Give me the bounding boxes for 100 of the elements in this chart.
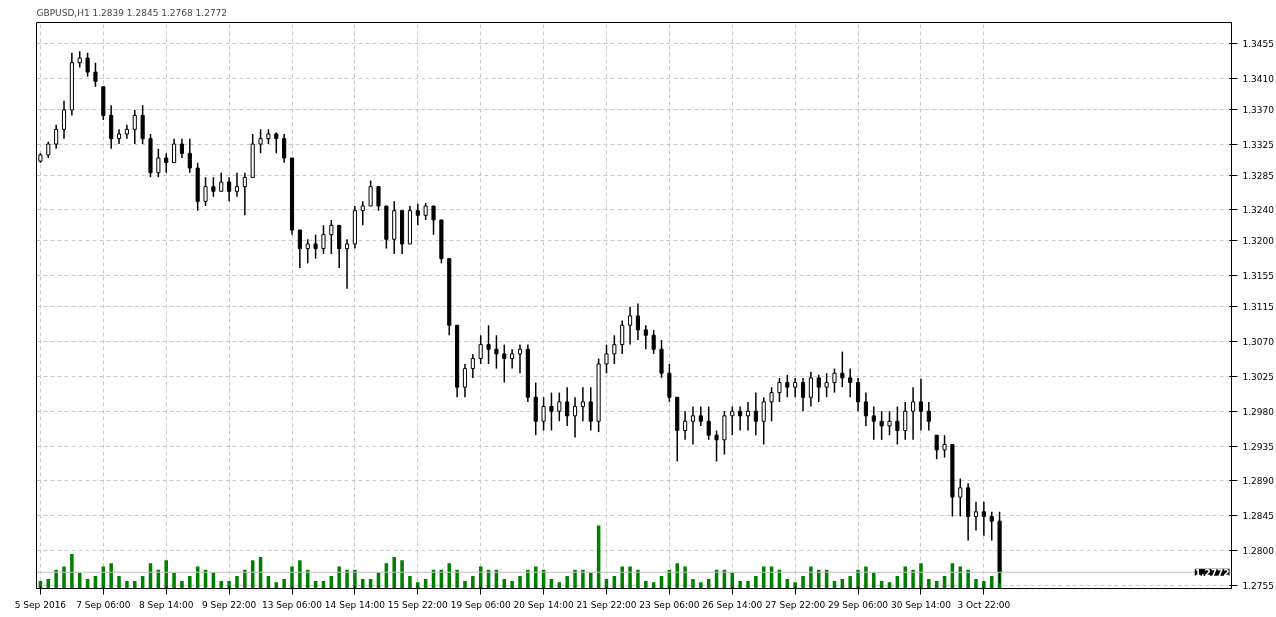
bar [911,569,915,589]
y-tick-label: 1.2980 [1242,406,1275,417]
candlestick [164,152,169,174]
bar [816,569,821,589]
bar [243,569,247,589]
bar [588,572,593,589]
y-tick-label: 1.3155 [1242,271,1274,282]
bar [510,580,514,589]
candlestick [761,396,766,446]
bar [353,569,357,589]
bar [77,572,82,589]
bar [628,566,632,589]
y-tick-label: 1.3410 [1242,73,1275,84]
candlestick [855,377,861,412]
candlestick [470,353,475,379]
candlestick [297,229,302,269]
bar [683,566,687,589]
x-tick-label: 19 Sep 06:00 [450,599,511,610]
bar [691,579,695,589]
bar [581,569,585,589]
bar [620,566,624,589]
candlestick [360,200,365,227]
candlestick [61,99,67,140]
candlestick [667,363,672,403]
candlestick [282,133,287,164]
candlestick [612,334,617,365]
candlestick [203,176,208,207]
x-tick-label: 23 Sep 06:00 [639,599,700,610]
candlestick [848,367,853,398]
x-tick-label: 3 Oct 22:00 [957,599,1011,610]
bar [361,579,365,589]
y-tick-label: 1.3200 [1242,236,1275,247]
bar [793,582,797,589]
candlestick [54,123,59,150]
candlestick [973,501,979,532]
candlestick [635,302,640,341]
candlestick [800,377,806,412]
bar [54,569,58,589]
candlestick [934,434,939,460]
candlestick [376,185,381,212]
candlestick [321,224,326,255]
candlestick [793,377,798,398]
bar [188,575,192,589]
candlestick [572,396,578,439]
bar [746,580,750,589]
x-tick-label: 29 Sep 06:00 [828,599,889,610]
candlestick [517,343,523,374]
candlestick [242,171,247,217]
candlestick [431,205,436,236]
candlestick [368,179,373,207]
candlestick [93,62,98,88]
candlestick [344,238,350,290]
x-tick-label: 21 Sep 22:00 [576,599,637,610]
bar [164,560,168,589]
candlestick [510,348,515,370]
bar [392,557,396,589]
bar [856,569,860,589]
bar [754,575,758,589]
candlestick [462,363,468,398]
y-tick-label: 1.3240 [1242,205,1275,216]
bar [565,575,569,589]
y-tick-label: 1.3370 [1242,104,1275,115]
bar [172,572,176,589]
candlestick [769,386,774,423]
y-tick-label: 1.2935 [1242,441,1274,452]
ref-line-label: 1.2772 [1194,567,1230,578]
candlestick [871,405,876,441]
bar [125,580,129,589]
bar [337,566,341,589]
candlestick [659,339,664,379]
bar [282,579,286,589]
bar [518,575,522,589]
y-tick-label: 1.2755 [1242,580,1274,591]
x-tick-label: 27 Sep 22:00 [765,599,826,610]
candlestick [714,429,719,463]
candlestick [305,238,310,265]
candlestick [565,386,570,427]
bar [305,569,310,589]
y-tick-label: 1.3070 [1242,337,1275,347]
candlestick [588,386,593,432]
bar [70,553,74,589]
candlestick [730,405,735,436]
candlestick [541,396,546,432]
bar [526,569,530,589]
x-tick-label: 5 Sep 2016 [14,599,67,610]
candlestick [109,104,114,150]
candlestick [643,324,648,350]
x-tick-label: 8 Sep 14:00 [139,599,194,610]
candlestick [179,137,185,159]
bar [927,579,931,589]
candlestick [683,410,688,441]
candlestick [329,219,334,255]
bar [235,575,239,589]
bar [447,563,452,589]
bar [62,566,66,589]
candlestick [156,147,161,179]
candlestick [989,511,994,542]
candlestick [958,477,963,518]
candlestick [85,51,90,78]
candlestick [211,176,216,198]
